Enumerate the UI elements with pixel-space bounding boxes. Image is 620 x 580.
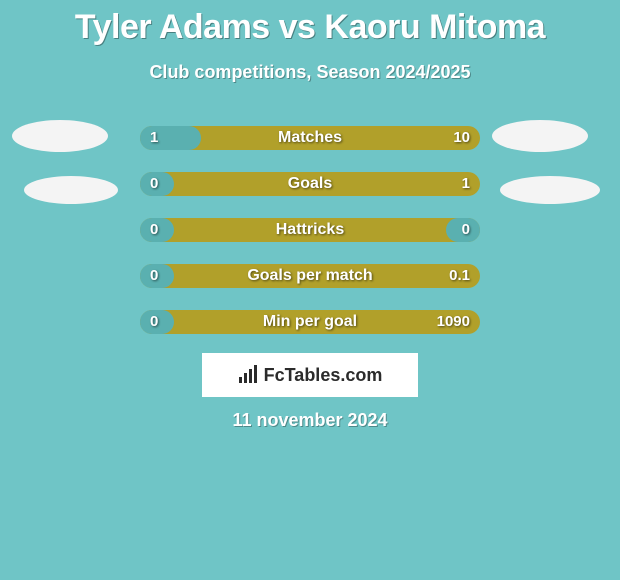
stat-value-right: 10 [453,126,470,150]
player-left-photo-placeholder-2 [24,176,118,204]
player-left-photo-placeholder-1 [12,120,108,152]
player-right-photo-placeholder-1 [492,120,588,152]
stat-row: Hattricks0 0 [140,218,480,242]
stat-row: Matches1 10 [140,126,480,150]
brand-text: FcTables.com [264,365,383,386]
page-title: Tyler Adams vs Kaoru Mitoma [0,8,620,47]
brand-badge: FcTables.com [202,353,418,397]
stat-label: Hattricks [140,218,480,242]
stat-value-right: 0 [462,218,470,242]
stat-row: Goals0 1 [140,172,480,196]
stat-value-right: 1090 [437,310,470,334]
stat-value-left: 0 [150,264,158,288]
stat-row: Min per goal0 1090 [140,310,480,334]
stat-label: Min per goal [140,310,480,334]
stat-value-left: 0 [150,218,158,242]
player-right-photo-placeholder-2 [500,176,600,204]
stat-value-right: 0.1 [449,264,470,288]
stat-label: Matches [140,126,480,150]
stat-value-left: 0 [150,172,158,196]
date-caption: 11 november 2024 [0,410,620,431]
bar-chart-icon [238,365,258,385]
stat-value-left: 0 [150,310,158,334]
stat-label: Goals per match [140,264,480,288]
comparison-infographic: Tyler Adams vs Kaoru Mitoma Club competi… [0,0,620,580]
stat-value-right: 1 [462,172,470,196]
stat-value-left: 1 [150,126,158,150]
stat-row: Goals per match0 0.1 [140,264,480,288]
subtitle: Club competitions, Season 2024/2025 [0,62,620,83]
stat-label: Goals [140,172,480,196]
